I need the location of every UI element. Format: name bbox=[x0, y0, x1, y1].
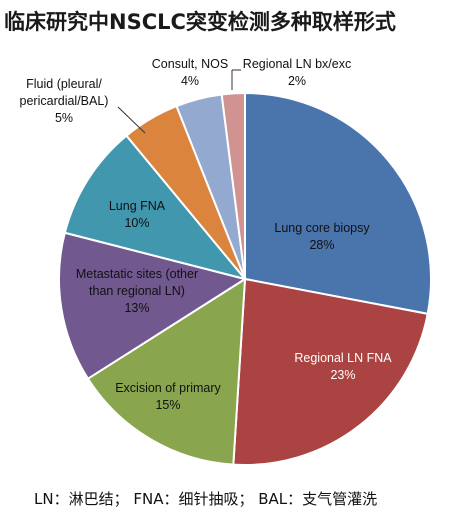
slice-category-label: Lung FNA bbox=[109, 199, 166, 213]
pie-slice-4 bbox=[58, 231, 248, 381]
leader-line bbox=[117, 106, 146, 134]
slice-value-label: 28% bbox=[309, 238, 334, 252]
slice-value-label: 10% bbox=[124, 216, 149, 230]
slice-category-label: Consult, NOS bbox=[152, 57, 228, 71]
slice-category-label: Regional LN FNA bbox=[294, 351, 392, 365]
slice-category-label: pericardial/BAL) bbox=[20, 94, 109, 108]
slice-value-label: 23% bbox=[330, 368, 355, 382]
slice-value-label: 4% bbox=[181, 74, 199, 88]
leader-lines bbox=[117, 69, 241, 134]
slice-value-label: 13% bbox=[124, 301, 149, 315]
slice-value-label: 5% bbox=[55, 111, 73, 125]
slice-category-label: Lung core biopsy bbox=[274, 221, 370, 235]
chart-title: 临床研究中NSCLC突变检测多种取样形式 bbox=[4, 10, 396, 34]
slice-category-label: than regional LN) bbox=[89, 284, 185, 298]
pie-slice-3 bbox=[86, 277, 247, 466]
pie-slice-2 bbox=[232, 277, 429, 466]
pie-slice-1 bbox=[244, 91, 432, 316]
slice-labels: Lung core biopsy 28% Regional LN FNA 23% Exc… bbox=[20, 57, 393, 412]
pie-slice-8 bbox=[220, 91, 246, 280]
slice-category-label: Fluid (pleural/ bbox=[26, 77, 102, 91]
abbreviation-footnote: LN：淋巴结； FNA：细针抽吸； BAL：支气管灌洗 bbox=[34, 490, 378, 508]
pie-slices bbox=[58, 91, 432, 466]
slice-value-label: 2% bbox=[288, 74, 306, 88]
slice-category-label: Excision of primary bbox=[115, 381, 221, 395]
slice-value-label: 15% bbox=[155, 398, 180, 412]
slice-category-label: Regional LN bx/exc bbox=[243, 57, 351, 71]
pie-slice-5 bbox=[63, 134, 248, 281]
slice-category-label: Metastatic sites (other bbox=[76, 267, 198, 281]
